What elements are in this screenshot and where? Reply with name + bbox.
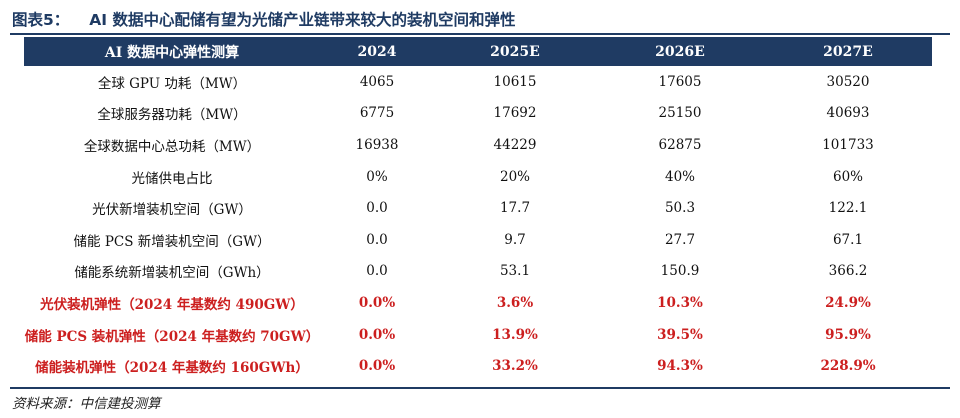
table-row-highlight: 储能 PCS 装机弹性（2024 年基数约 70GW） 0.0% 13.9% 3…: [24, 319, 932, 351]
cell-2026e: 10.3%: [657, 294, 703, 311]
table-row: 光储供电占比 0% 20% 40% 60%: [24, 161, 932, 193]
table-row-highlight: 光伏装机弹性（2024 年基数约 490GW） 0.0% 3.6% 10.3% …: [24, 287, 932, 319]
cell-2027e: 366.2: [828, 263, 868, 280]
cell-2027e: 40693: [826, 105, 870, 122]
cell-2025e: 3.6%: [496, 294, 534, 311]
row-label: 全球数据中心总功耗（MW）: [83, 138, 261, 155]
cell-2025e: 9.7: [504, 231, 526, 248]
row-label: 全球 GPU 功耗（MW）: [97, 75, 247, 92]
table-row: 全球数据中心总功耗（MW） 16938 44229 62875 101733: [24, 129, 932, 161]
cell-2027e: 60%: [832, 168, 863, 185]
row-label: 储能 PCS 新增装机空间（GW）: [73, 233, 271, 250]
row-label: 储能 PCS 装机弹性（2024 年基数约 70GW）: [24, 328, 320, 345]
header-cell-2026e: 2026E: [596, 37, 764, 66]
cell-2025e: 10615: [493, 73, 537, 90]
table-row: 全球服务器功耗（MW） 6775 17692 25150 40693: [24, 98, 932, 130]
table-row-highlight: 储能装机弹性（2024 年基数约 160GWh） 0.0% 33.2% 94.3…: [24, 350, 932, 382]
cell-2027e: 67.1: [832, 231, 864, 248]
row-label: 光伏装机弹性（2024 年基数约 490GW）: [40, 296, 304, 313]
cell-2026e: 50.3: [664, 200, 696, 217]
header-cell-2025e: 2025E: [434, 37, 596, 66]
cell-2027e: 24.9%: [825, 294, 871, 311]
row-label: 全球服务器功耗（MW）: [97, 107, 247, 124]
cell-2026e: 40%: [664, 168, 695, 185]
cell-2024: 0%: [366, 168, 388, 185]
cell-2026e: 27.7: [664, 231, 696, 248]
cell-2024: 16938: [355, 136, 399, 153]
table-header-row: AI 数据中心弹性测算 2024 2025E 2026E 2027E: [24, 37, 932, 66]
cell-2025e: 20%: [499, 168, 530, 185]
header-cell-2027e: 2027E: [764, 37, 932, 66]
header-cell-metric: AI 数据中心弹性测算: [24, 37, 320, 66]
cell-2027e: 30520: [826, 73, 870, 90]
cell-2024: 4065: [359, 73, 395, 90]
cell-2026e: 150.9: [660, 263, 700, 280]
cell-2025e: 17.7: [499, 200, 531, 217]
cell-2025e: 13.9%: [492, 326, 538, 343]
row-label: 光伏新增装机空间（GW）: [92, 202, 252, 219]
cell-2024: 0.0%: [358, 294, 396, 311]
figure-title: 图表5： AI 数据中心配储有望为光储产业链带来较大的装机空间和弹性: [12, 8, 515, 30]
cell-2024: 0.0: [366, 200, 388, 217]
title-divider: [10, 33, 950, 35]
cell-2025e: 17692: [493, 105, 537, 122]
cell-2026e: 25150: [658, 105, 702, 122]
cell-2027e: 101733: [822, 136, 874, 153]
row-label: 光储供电占比: [131, 170, 213, 187]
cell-2026e: 62875: [658, 136, 702, 153]
cell-2027e: 122.1: [828, 200, 868, 217]
elasticity-table: AI 数据中心弹性测算 2024 2025E 2026E 2027E 全球 GP…: [24, 37, 932, 382]
cell-2025e: 33.2%: [492, 358, 538, 375]
cell-2024: 0.0: [366, 231, 388, 248]
table-row: 储能系统新增装机空间（GWh） 0.0 53.1 150.9 366.2: [24, 256, 932, 288]
table-row: 储能 PCS 新增装机空间（GW） 0.0 9.7 27.7 67.1: [24, 224, 932, 256]
cell-2024: 0.0%: [358, 326, 396, 343]
source-note: 资料来源：中信建投测算: [12, 396, 161, 412]
table-row: 全球 GPU 功耗（MW） 4065 10615 17605 30520: [24, 66, 932, 98]
cell-2027e: 95.9%: [825, 326, 871, 343]
row-label: 储能装机弹性（2024 年基数约 160GWh）: [35, 360, 309, 377]
cell-2026e: 39.5%: [657, 326, 703, 343]
cell-2024: 6775: [359, 105, 395, 122]
cell-2026e: 17605: [658, 73, 702, 90]
cell-2025e: 53.1: [499, 263, 531, 280]
figure-title-text: AI 数据中心配储有望为光储产业链带来较大的装机空间和弹性: [89, 11, 516, 29]
figure-label: 图表5：: [12, 11, 70, 29]
header-cell-2024: 2024: [320, 37, 434, 66]
cell-2024: 0.0%: [358, 358, 396, 375]
cell-2026e: 94.3%: [657, 358, 703, 375]
cell-2027e: 228.9%: [820, 358, 876, 375]
row-label: 储能系统新增装机空间（GWh）: [74, 265, 270, 282]
bottom-divider: [10, 387, 950, 389]
cell-2025e: 44229: [493, 136, 537, 153]
table-row: 光伏新增装机空间（GW） 0.0 17.7 50.3 122.1: [24, 192, 932, 224]
cell-2024: 0.0: [366, 263, 388, 280]
